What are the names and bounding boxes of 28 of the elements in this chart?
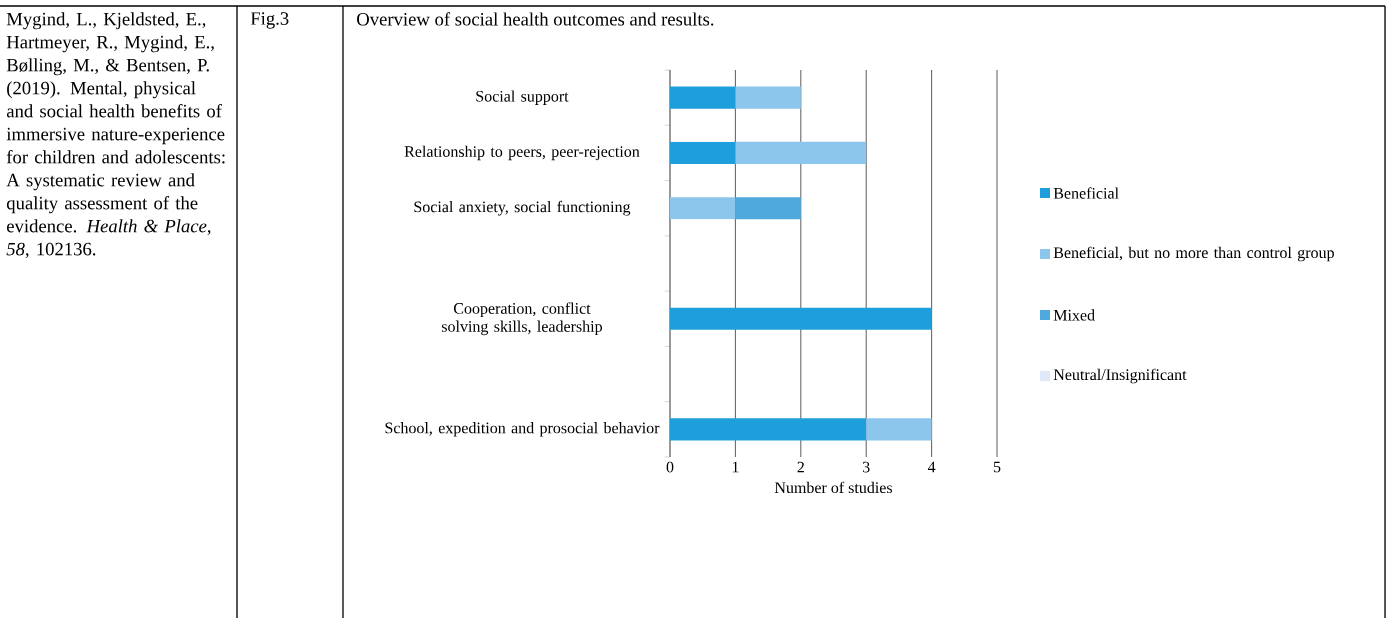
x-tick-label: 2 (797, 461, 804, 473)
y-tick-label: Social anxiety, social functioning (414, 200, 631, 216)
legend-label: Beneficial, but no more than control group (1053, 246, 1334, 262)
x-tick-label: 3 (862, 461, 870, 473)
legend-label: Beneficial (1053, 187, 1119, 199)
x-axis-title: Number of studies (774, 481, 893, 494)
bar (735, 141, 867, 164)
bar (735, 197, 801, 220)
x-tick-label: 1 (732, 461, 739, 473)
chart-title: Overview of social health outcomes and results. (357, 12, 714, 26)
text: Mygind, L., Kjeldsted, E., Hartmeyer, R., Mygind, E., Bølling, M., & Bentsen, P. (2019). Mental, physical and social health benefits of immersive nature-experience for children and adolescents: A systematic review and quality assessment of the evidence. Health & Place, 58, 102136. (6, 12, 225, 259)
bar (735, 86, 801, 109)
y-tick-label: Social support (476, 90, 569, 105)
bar (670, 86, 736, 109)
x-tick-label: 4 (927, 461, 936, 473)
bar (670, 141, 736, 164)
y-tick-label: Relationship to peers, peer-rejection (404, 145, 640, 161)
bar (866, 418, 932, 441)
y-tick-label: School, expedition and prosocial behavior (385, 422, 660, 437)
legend-label: Neutral/Insignificant (1053, 368, 1187, 384)
bar (670, 197, 736, 220)
legend-label: Mixed (1053, 309, 1095, 321)
caption: Fig.3 (250, 12, 289, 29)
x-tick-label: 0 (666, 461, 674, 473)
x-tick-label: 5 (993, 461, 1001, 473)
bar (670, 307, 932, 330)
y-tick-label: Cooperation, conflict solving skills, leadership (441, 302, 603, 336)
bar (670, 418, 867, 441)
